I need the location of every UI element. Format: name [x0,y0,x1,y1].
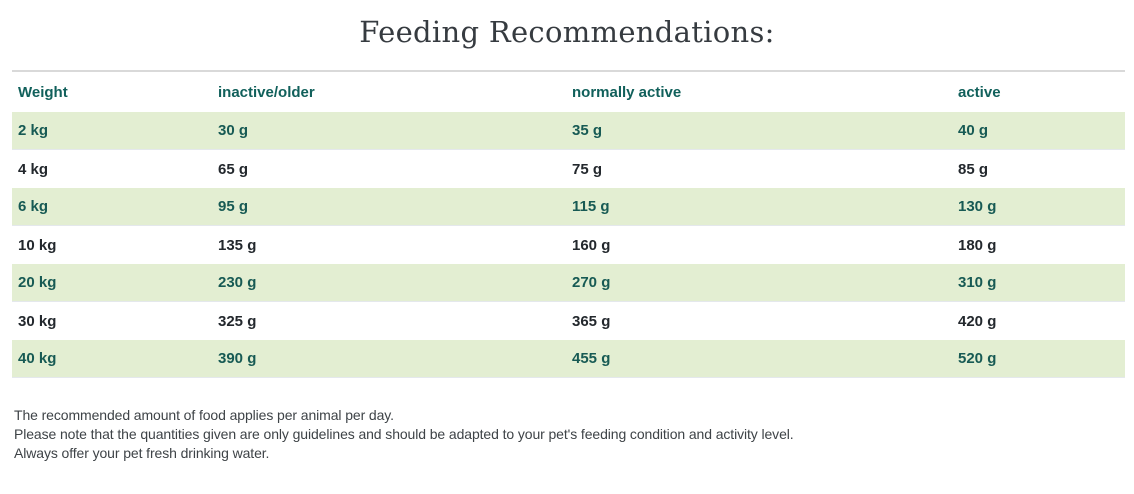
weight-cell: 2 kg [18,122,49,139]
inactive-older-cell: 325 g [218,312,257,330]
table-row: 6 kg 95 g 115 g 130 g [12,188,1125,226]
active-cell: 520 g [958,350,997,367]
page-title: Feeding Recommendations: [359,15,775,49]
normally-active-cell: 115 g [572,198,610,215]
inactive-older-cell: 30 g [218,122,249,139]
table-row: 20 kg 230 g 270 g 310 g [12,264,1125,302]
note-line: Always offer your pet fresh drinking wat… [14,445,270,461]
active-cell: 180 g [958,236,997,254]
inactive-older-cell: 95 g [218,198,249,215]
weight-cell: 4 kg [18,160,49,178]
table-row: 4 kg 65 g 75 g 85 g [12,150,1125,188]
active-cell: 85 g [958,160,989,178]
normally-active-cell: 270 g [572,274,611,291]
weight-cell: 30 kg [18,312,57,330]
weight-cell: 6 kg [18,198,49,215]
inactive-older-cell: 390 g [218,350,257,367]
inactive-older-cell: 230 g [218,274,257,291]
column-header-normally-active: normally active [572,83,682,101]
weight-cell: 10 kg [18,236,57,254]
note-line: Please note that the quantities given ar… [14,426,794,442]
feeding-table: Weight inactive/older normally active ac… [12,70,1125,378]
active-cell: 310 g [958,274,997,291]
weight-cell: 40 kg [18,350,57,367]
normally-active-cell: 365 g [572,312,611,330]
normally-active-cell: 75 g [572,160,603,178]
table-row: 10 kg 135 g 160 g 180 g [12,226,1125,264]
active-cell: 130 g [958,198,997,215]
normally-active-cell: 160 g [572,236,611,254]
column-header-weight: Weight [18,83,68,101]
table-row: 30 kg 325 g 365 g 420 g [12,302,1125,340]
table-row: 40 kg 390 g 455 g 520 g [12,340,1125,378]
inactive-older-cell: 135 g [218,236,257,254]
table-header-row: Weight inactive/older normally active ac… [12,72,1125,112]
column-header-inactive-older: inactive/older [218,83,315,101]
note-line: The recommended amount of food applies p… [14,407,394,423]
feeding-recommendations-section: Feeding Recommendations: Weight inactive… [0,12,1134,463]
feeding-notes: The recommended amount of food applies p… [14,406,1114,463]
table-body: 2 kg 30 g 35 g 40 g 4 kg 65 g 75 g 85 g … [12,112,1125,378]
weight-cell: 20 kg [18,274,57,291]
active-cell: 40 g [958,122,989,139]
table-row: 2 kg 30 g 35 g 40 g [12,112,1125,150]
normally-active-cell: 35 g [572,122,603,139]
column-header-active: active [958,83,1001,101]
normally-active-cell: 455 g [572,350,611,367]
inactive-older-cell: 65 g [218,160,249,178]
active-cell: 420 g [958,312,997,330]
